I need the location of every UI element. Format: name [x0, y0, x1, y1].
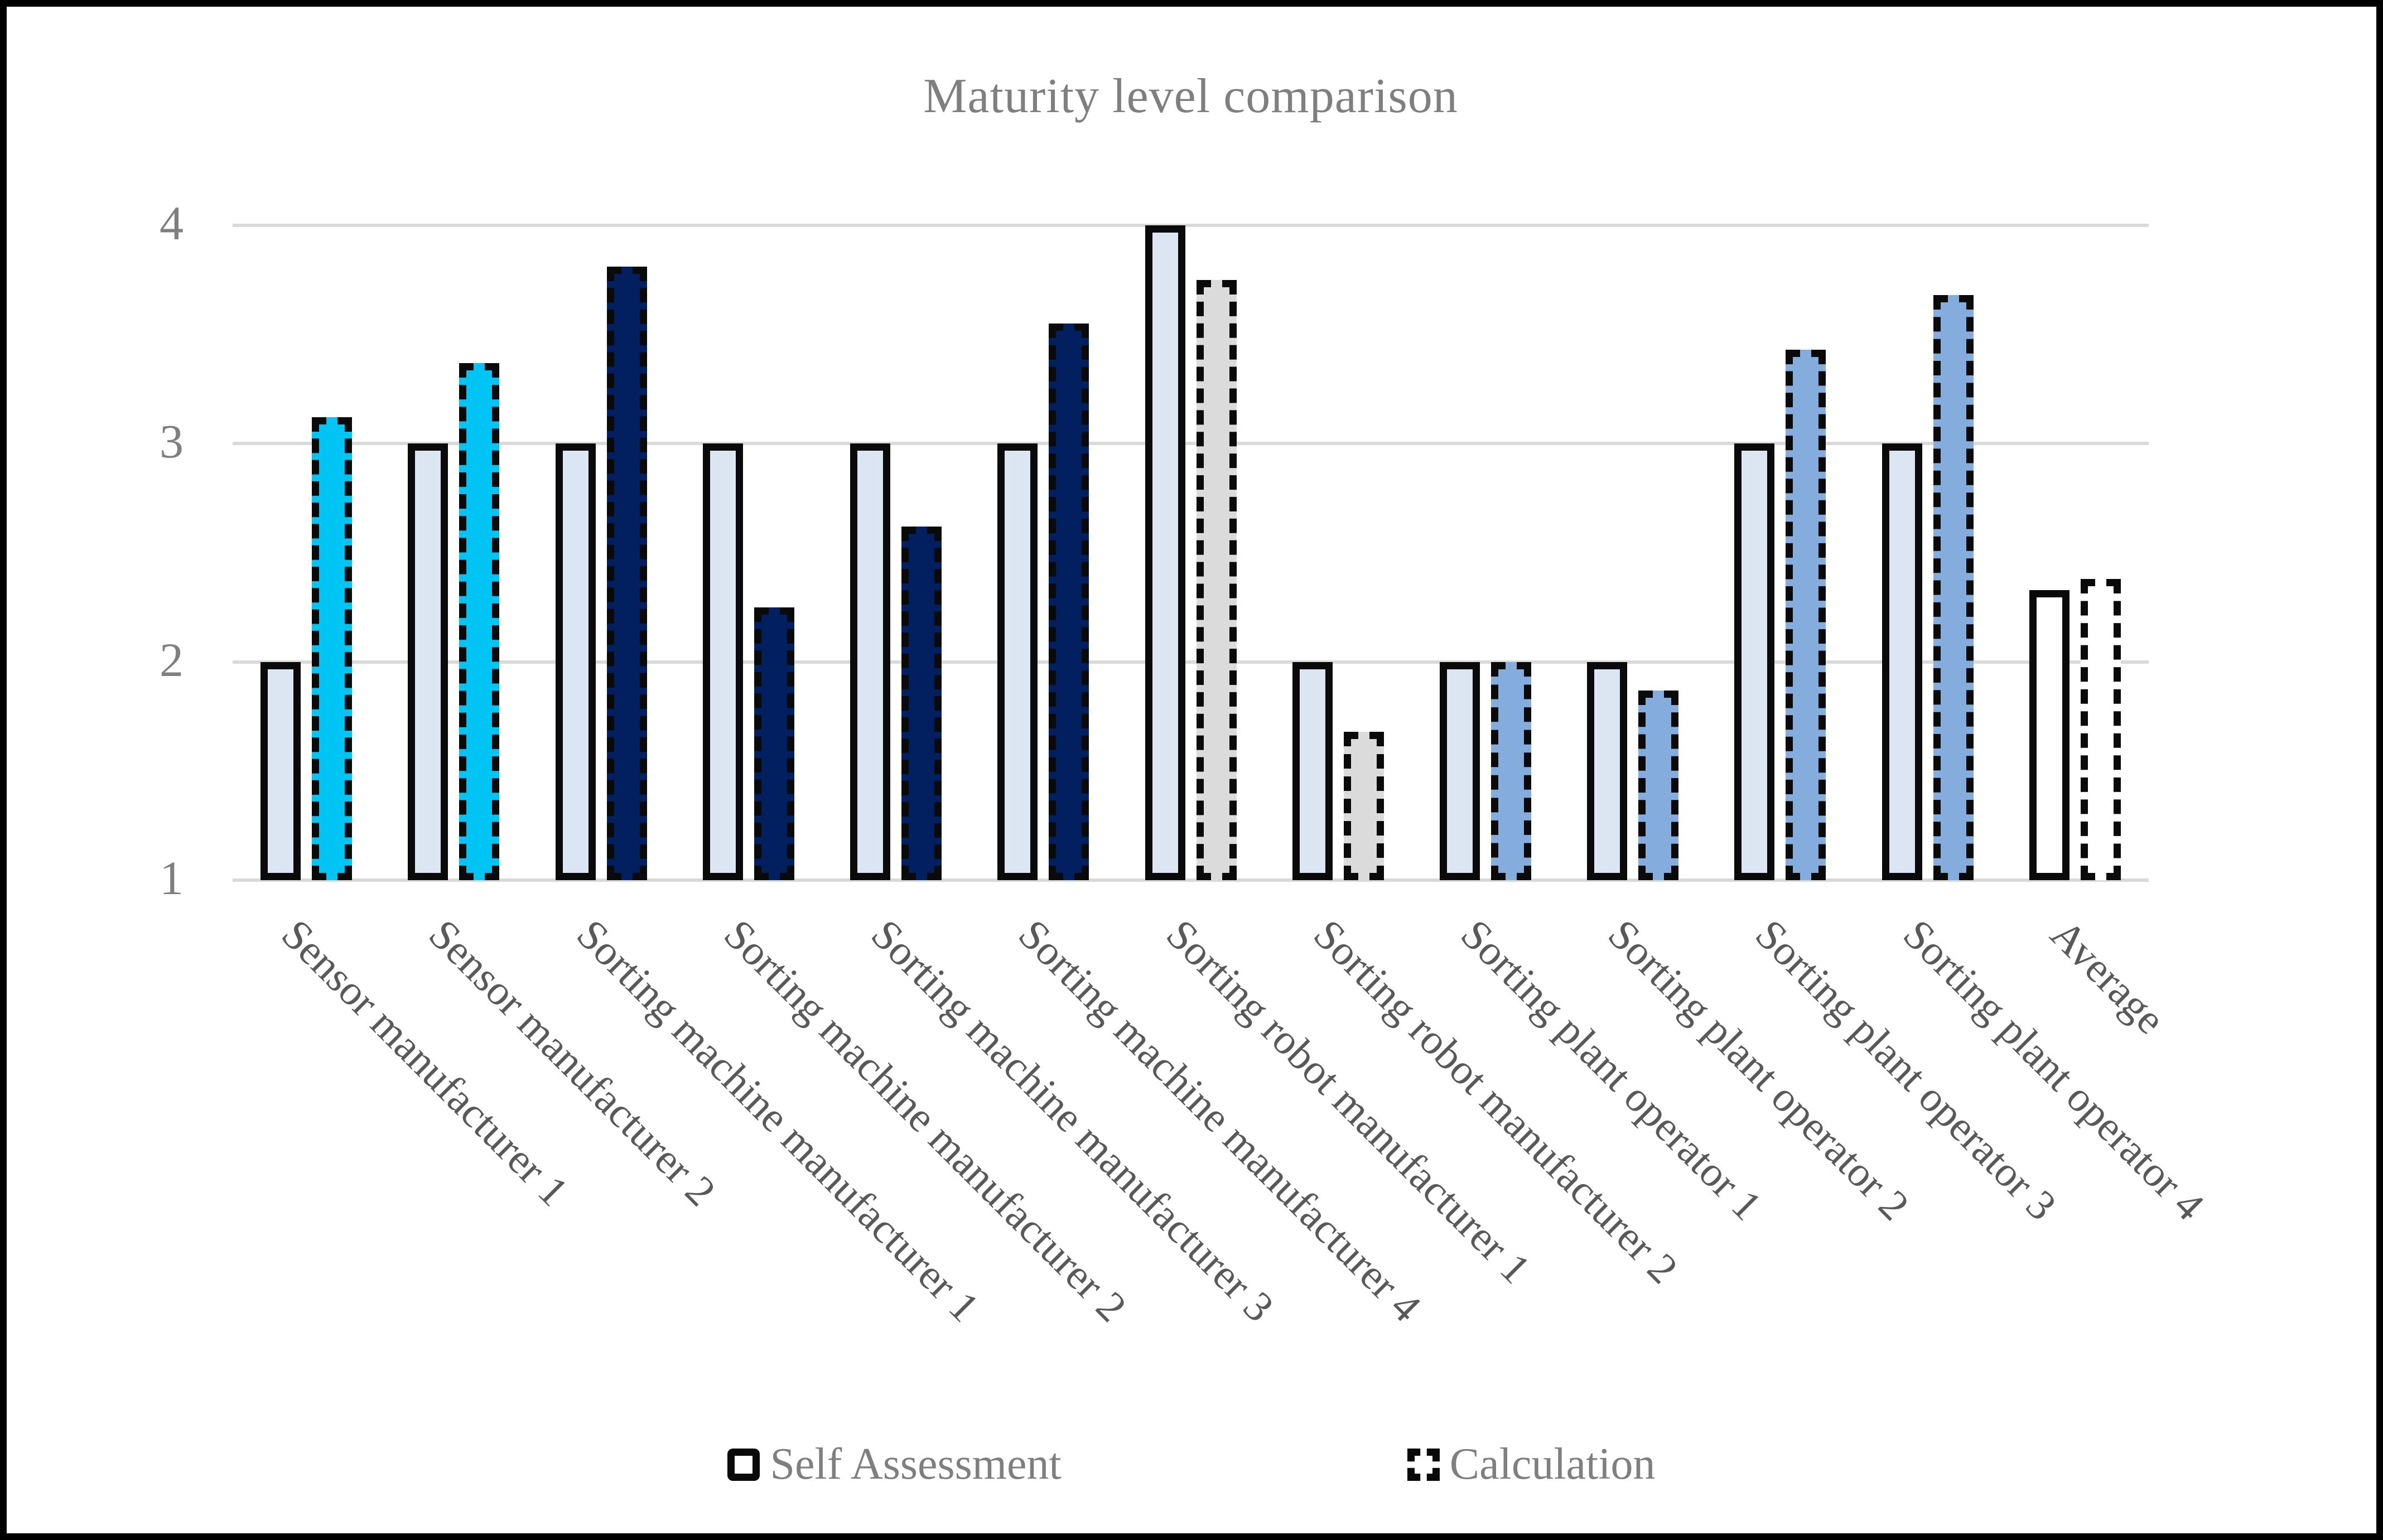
- bar-group: [1412, 225, 1559, 880]
- bar-self-assessment: [261, 662, 301, 880]
- bar-calculation: [459, 363, 500, 880]
- y-tick-label-3: 3: [160, 414, 184, 469]
- legend-item-self-assessment: Self Assessment: [727, 1439, 1062, 1490]
- calculation-swatch-icon: [1407, 1448, 1440, 1481]
- y-tick-label-2: 2: [160, 633, 184, 687]
- bar-group: [1854, 225, 2001, 880]
- bar-self-assessment: [1587, 662, 1628, 880]
- bar-calculation: [606, 267, 647, 880]
- legend-item-calculation: Calculation: [1407, 1439, 1656, 1490]
- bar-self-assessment: [850, 443, 891, 880]
- gridline-3: [233, 442, 2149, 446]
- bar-self-assessment: [1292, 662, 1333, 880]
- bar-self-assessment: [1882, 443, 1922, 880]
- y-tick-label-4: 4: [160, 196, 184, 250]
- bar-group: [1117, 225, 1264, 880]
- bar-self-assessment: [702, 443, 743, 880]
- gridline-2: [233, 660, 2149, 664]
- bar-calculation: [1933, 295, 1974, 880]
- bar-group: [1559, 225, 1706, 880]
- bar-calculation: [901, 527, 942, 880]
- bar-calculation: [2080, 578, 2121, 880]
- bar-group: [969, 225, 1117, 880]
- bar-calculation: [1638, 690, 1679, 880]
- bar-calculation: [1343, 731, 1384, 880]
- bar-group: [527, 225, 674, 880]
- bar-self-assessment: [1145, 225, 1185, 880]
- bar-calculation: [754, 607, 794, 880]
- bar-self-assessment: [1439, 662, 1480, 880]
- bar-group: [380, 225, 527, 880]
- bar-self-assessment: [408, 443, 448, 880]
- legend-label-self-assessment: Self Assessment: [770, 1440, 1062, 1489]
- bar-calculation: [1196, 279, 1237, 880]
- bar-self-assessment: [997, 443, 1038, 880]
- gridline-4: [233, 224, 2149, 227]
- self-assessment-swatch-icon: [727, 1448, 760, 1481]
- bar-group: [675, 225, 822, 880]
- bar-group: [2001, 225, 2149, 880]
- bar-group: [233, 225, 380, 880]
- bar-calculation: [1786, 350, 1826, 880]
- gridline-1: [233, 878, 2149, 882]
- bar-self-assessment: [1734, 443, 1775, 880]
- bar-self-assessment: [555, 443, 596, 880]
- bar-series-container: [233, 225, 2149, 880]
- bar-calculation: [1490, 662, 1531, 880]
- bar-calculation: [1049, 324, 1089, 880]
- y-tick-label-1: 1: [160, 851, 184, 905]
- legend-label-calculation: Calculation: [1449, 1440, 1656, 1489]
- bar-group: [1265, 225, 1412, 880]
- bar-group: [1706, 225, 1854, 880]
- bar-calculation: [312, 417, 353, 880]
- chart-title: Maturity level comparison: [923, 69, 1458, 123]
- legend: Self Assessment Calculation: [7, 1439, 2376, 1490]
- bar-self-assessment: [2029, 590, 2070, 880]
- bar-group: [822, 225, 969, 880]
